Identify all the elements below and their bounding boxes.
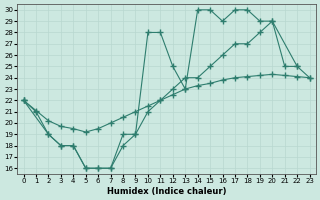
X-axis label: Humidex (Indice chaleur): Humidex (Indice chaleur) <box>107 187 226 196</box>
